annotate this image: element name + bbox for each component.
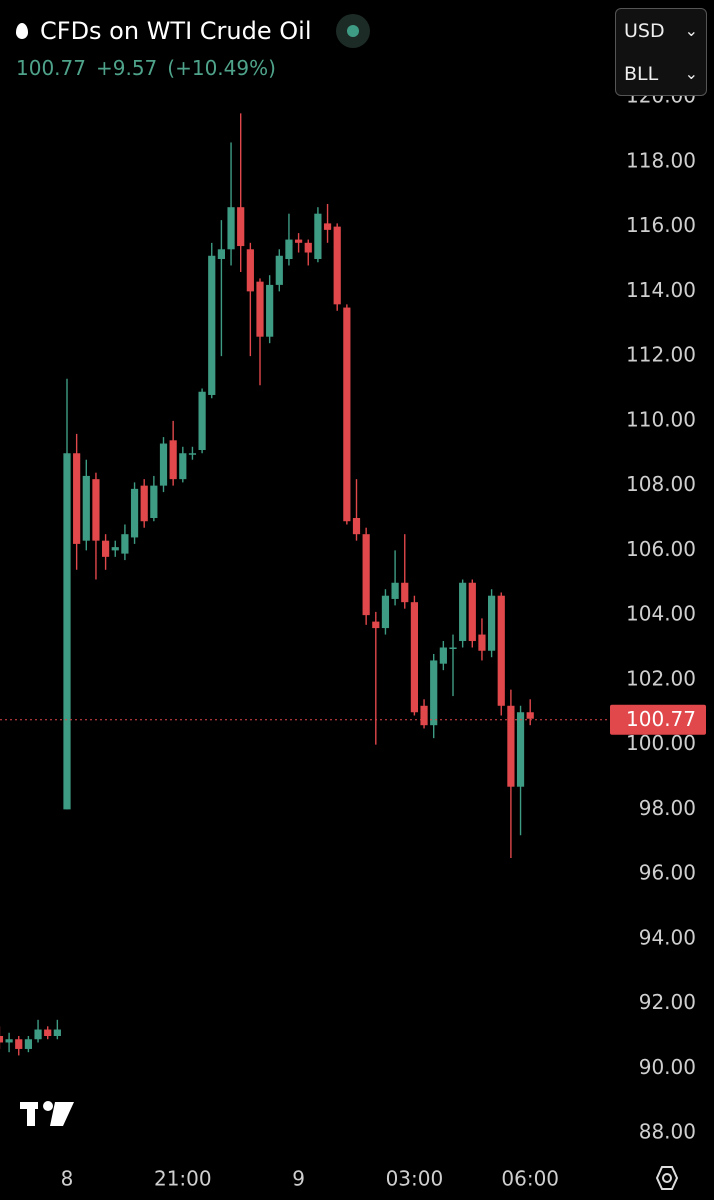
price-change-pct: (+10.49%): [167, 56, 276, 80]
candle-body: [497, 595, 505, 706]
candle-body: [34, 1029, 42, 1040]
x-tick-label: 8: [61, 1167, 74, 1191]
candle-body: [343, 307, 351, 522]
y-tick-label: 106.00: [626, 537, 696, 561]
candle-body: [401, 582, 409, 603]
y-tick-label: 108.00: [626, 472, 696, 496]
symbol-title: CFDs on WTI Crude Oil: [40, 17, 312, 45]
unit-select[interactable]: BLL: [616, 52, 706, 95]
candle-body: [439, 647, 447, 664]
candle-body: [73, 453, 81, 544]
candle-body: [256, 281, 264, 337]
candle-body: [24, 1039, 32, 1049]
candle-body: [459, 582, 467, 642]
x-tick-label: 9: [292, 1167, 305, 1191]
selectors: USD BLL: [615, 8, 707, 96]
settings-button[interactable]: [655, 1166, 679, 1190]
candle-body: [227, 207, 235, 250]
y-tick-label: 110.00: [626, 407, 696, 431]
candle-body: [140, 485, 148, 522]
candle-body: [507, 705, 515, 787]
y-tick-label: 90.00: [639, 1055, 696, 1079]
candle-body: [92, 479, 100, 541]
candle-body: [333, 226, 341, 305]
candle-body: [266, 284, 274, 337]
market-status: [335, 14, 370, 48]
x-tick-label: 21:00: [154, 1167, 212, 1191]
y-tick-label: 94.00: [639, 925, 696, 949]
candle-body: [526, 712, 534, 719]
candle-body: [314, 213, 322, 260]
candle-body: [159, 443, 168, 486]
candle-body: [295, 239, 303, 243]
plot-area: [0, 96, 612, 1134]
candle-body: [381, 595, 390, 629]
candle-body: [102, 540, 110, 557]
y-tick-label: 98.00: [639, 796, 696, 820]
candle-body: [323, 223, 332, 230]
candle-body: [420, 705, 428, 726]
candle-body: [304, 242, 312, 253]
price-change: +9.57: [95, 56, 158, 80]
candle-body: [130, 488, 139, 538]
candle-body: [362, 534, 370, 616]
y-tick-label: 104.00: [626, 602, 696, 626]
candle-body: [352, 518, 361, 535]
candle-body: [285, 239, 293, 260]
symbol-icon: [16, 23, 28, 39]
candle-body: [44, 1029, 52, 1037]
candle-body: [449, 647, 457, 650]
candle-body: [468, 582, 476, 642]
candle-body: [169, 440, 177, 480]
candle-body: [150, 485, 158, 519]
y-tick-label: 92.00: [639, 990, 696, 1014]
candle-body: [82, 475, 90, 541]
candle-body: [5, 1039, 13, 1043]
candle-body: [0, 1036, 4, 1043]
candle-body: [372, 621, 380, 629]
candle-body: [516, 712, 525, 787]
candle-body: [15, 1039, 23, 1049]
y-tick-label: 88.00: [639, 1120, 696, 1144]
candle-body: [488, 595, 496, 651]
candle-body: [208, 255, 216, 395]
candle-body: [121, 534, 129, 554]
candle-body: [478, 634, 486, 651]
y-tick-label: 116.00: [626, 213, 696, 237]
last-price: 100.77: [16, 56, 86, 80]
y-tick-label: 102.00: [626, 666, 696, 690]
header: CFDs on WTI Crude Oil 100.77 +9.57 (+10.…: [16, 14, 370, 80]
candle-body: [198, 391, 206, 451]
last-price-label: 100.77: [626, 707, 696, 731]
candle-body: [53, 1029, 61, 1037]
y-tick-label: 96.00: [639, 861, 696, 885]
last-price-tag: [610, 704, 706, 735]
candle-body: [391, 582, 399, 599]
candle-body: [246, 249, 254, 292]
candle-body: [430, 660, 438, 726]
y-tick-label: 118.00: [626, 148, 696, 172]
candle-body: [188, 453, 197, 455]
y-tick-label: 114.00: [626, 278, 696, 302]
candle-body: [63, 453, 71, 810]
candle-body: [237, 207, 245, 247]
y-tick-label: 112.00: [626, 343, 696, 367]
x-tick-label: 06:00: [501, 1167, 559, 1191]
candle-body: [275, 255, 283, 285]
candle-body: [179, 453, 187, 480]
candle-body: [410, 602, 418, 713]
tv-logo: [20, 1101, 74, 1126]
y-tick-label: 100.00: [626, 731, 696, 755]
candle-body: [217, 249, 225, 260]
x-tick-label: 03:00: [386, 1167, 444, 1191]
candle-body: [111, 547, 119, 551]
currency-select[interactable]: USD: [616, 9, 706, 52]
